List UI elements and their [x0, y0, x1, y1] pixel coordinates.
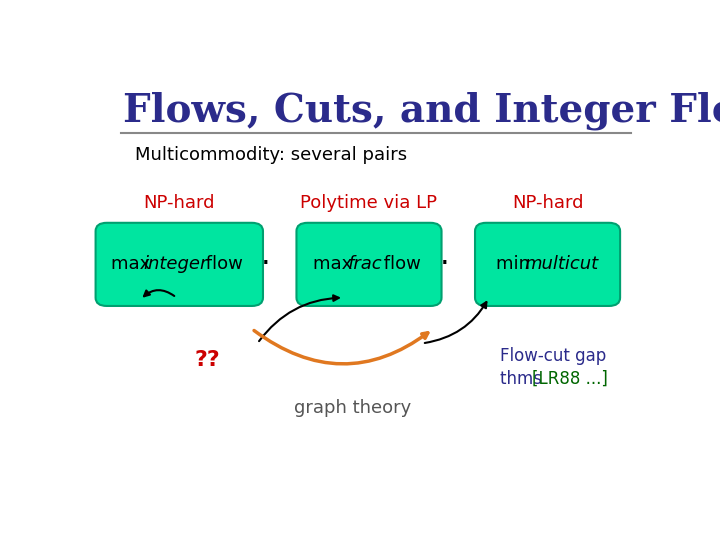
Text: Flows, Cuts, and Integer Flows: Flows, Cuts, and Integer Flows — [124, 92, 720, 130]
Text: flow: flow — [377, 255, 420, 273]
FancyBboxPatch shape — [475, 223, 620, 306]
Text: NP-hard: NP-hard — [512, 194, 583, 212]
Text: Flow-cut gap: Flow-cut gap — [500, 347, 606, 365]
Text: Multicommodity: several pairs: Multicommodity: several pairs — [135, 146, 407, 164]
Text: frac: frac — [348, 255, 383, 273]
Text: NP-hard: NP-hard — [143, 194, 215, 212]
Text: flow: flow — [200, 255, 243, 273]
Text: ·: · — [261, 250, 271, 279]
Text: min: min — [495, 255, 536, 273]
Text: max: max — [112, 255, 156, 273]
Text: Polytime via LP: Polytime via LP — [300, 194, 438, 212]
FancyBboxPatch shape — [297, 223, 441, 306]
Text: integer: integer — [143, 255, 208, 273]
Text: [LR88 ...]: [LR88 ...] — [533, 370, 608, 388]
Text: ??: ?? — [194, 350, 220, 370]
Text: multicut: multicut — [524, 255, 598, 273]
Text: thms: thms — [500, 370, 547, 388]
Text: graph theory: graph theory — [294, 399, 411, 417]
Text: max: max — [313, 255, 358, 273]
Text: ·: · — [439, 250, 449, 279]
FancyBboxPatch shape — [96, 223, 263, 306]
